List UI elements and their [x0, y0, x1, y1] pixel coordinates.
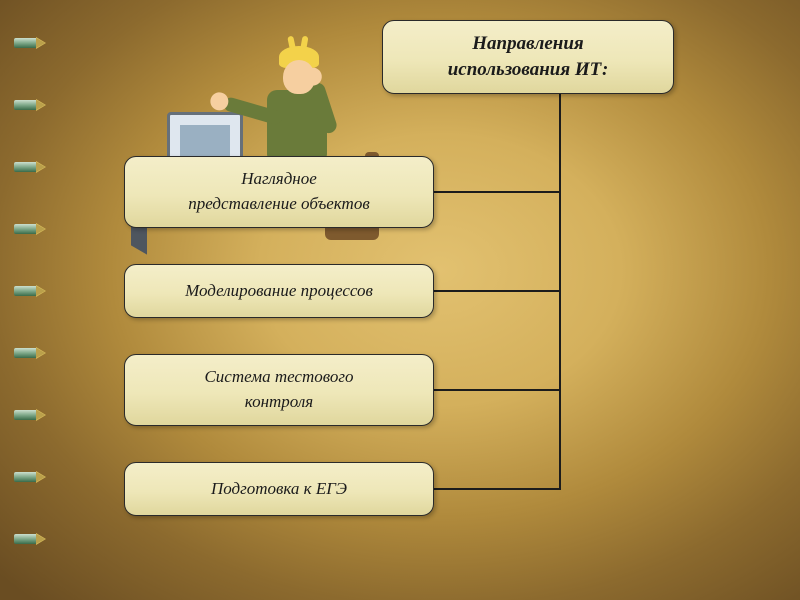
- child-2-line2: контроля: [204, 390, 353, 415]
- child-0-line2: представление объектов: [188, 192, 369, 217]
- child-node-0: Наглядное представление объектов: [124, 156, 434, 228]
- bullet-icon: [14, 408, 46, 422]
- child-node-1: Моделирование процессов: [124, 264, 434, 318]
- connector-branch: [434, 191, 560, 193]
- child-0-line1: Наглядное: [188, 167, 369, 192]
- connector-branch: [434, 488, 560, 490]
- bullet-icon: [14, 346, 46, 360]
- child-3-line1: Подготовка к ЕГЭ: [211, 479, 347, 499]
- child-node-3: Подготовка к ЕГЭ: [124, 462, 434, 516]
- bullet-icon: [14, 284, 46, 298]
- bullet-icon: [14, 36, 46, 50]
- root-line1: Направления: [448, 31, 609, 57]
- child-node-2: Система тестового контроля: [124, 354, 434, 426]
- child-1-line1: Моделирование процессов: [185, 281, 373, 301]
- bullet-icon: [14, 222, 46, 236]
- bullet-icon: [14, 532, 46, 546]
- bullet-icon: [14, 98, 46, 112]
- connector-trunk: [559, 94, 561, 490]
- connector-branch: [434, 290, 560, 292]
- connector-branch: [434, 389, 560, 391]
- bullet-icon: [14, 470, 46, 484]
- root-line2: использования ИТ:: [448, 57, 609, 83]
- bullet-icon: [14, 160, 46, 174]
- root-node: Направления использования ИТ:: [382, 20, 674, 94]
- child-2-line1: Система тестового: [204, 365, 353, 390]
